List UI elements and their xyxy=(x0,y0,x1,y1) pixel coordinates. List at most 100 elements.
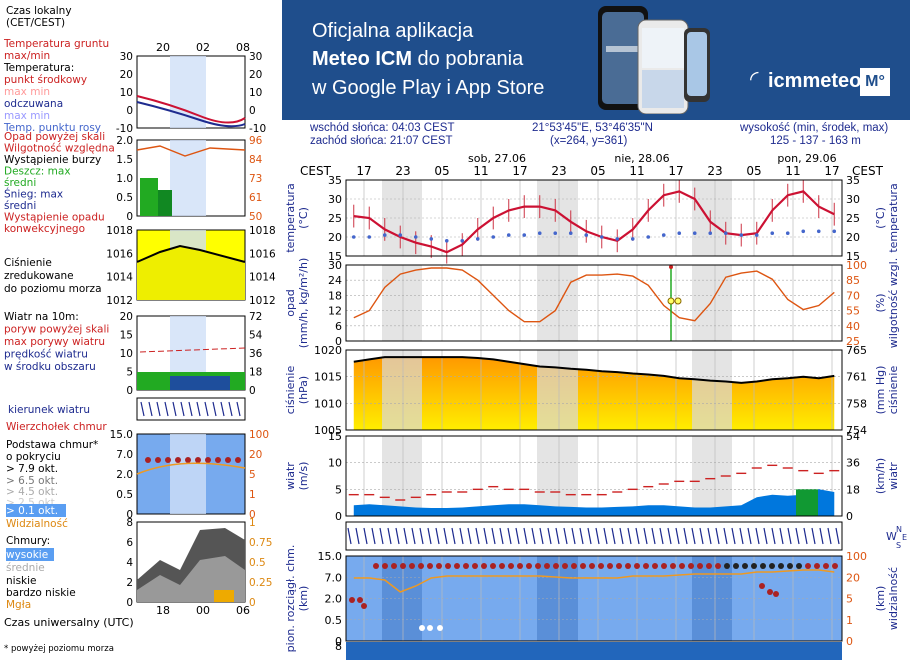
y-tick-left: 0 xyxy=(335,335,342,348)
legend-cloud-dot xyxy=(145,457,151,463)
y-tick-right: 100 xyxy=(846,550,867,563)
wind-direction-arrow xyxy=(403,527,408,545)
y-tick-left: 10 xyxy=(328,457,342,470)
pressure-axis-label-left-line: (hPa) xyxy=(297,376,310,404)
panel-frame xyxy=(345,264,843,342)
cloud-base-dot xyxy=(652,563,658,569)
cloud-base-dot xyxy=(409,563,415,569)
pressure-area xyxy=(353,357,835,430)
legend-tick-right: 72 xyxy=(249,311,262,323)
legend-cover-text: niskie xyxy=(6,575,37,587)
dewpoint-point xyxy=(398,233,403,237)
banner-line3: w Google Play i App Store xyxy=(312,77,545,99)
wind-direction-arrow xyxy=(683,527,688,545)
legend-cloud-dot xyxy=(235,457,241,463)
cloud-base-dot xyxy=(697,563,703,569)
legend-direction-arrow xyxy=(156,401,161,417)
legend-tick-right: 10 xyxy=(249,87,262,99)
low-cloud-dot xyxy=(419,625,425,631)
y-tick-left: 0.5 xyxy=(325,614,343,627)
logo-text: icmmeteo xyxy=(768,70,862,92)
wind-direction-arrow xyxy=(555,527,560,545)
legend-wind-text: poryw powyżej skali xyxy=(4,324,109,336)
wind-direction-arrow xyxy=(627,527,632,545)
dewpoint-point xyxy=(584,233,589,237)
y-tick-left: 30 xyxy=(328,193,342,206)
y-tick-left: 18 xyxy=(328,289,342,302)
legend-tick-left: 20 xyxy=(120,69,133,81)
wind-direction-arrow xyxy=(667,527,672,545)
cloud-base-dot xyxy=(724,563,730,569)
pressure-axis-label-right-line: (mm Hg) xyxy=(874,366,887,415)
dewpoint-point xyxy=(739,233,744,237)
legend-cover-text: wysokie xyxy=(6,549,48,561)
height-values: 125 - 137 - 163 m xyxy=(770,135,861,147)
wind-axis-label-right-line: (km/h) xyxy=(874,458,887,494)
y-tick-left: 0 xyxy=(335,510,342,523)
wind-direction-arrow xyxy=(659,527,664,545)
legend-tick-left: 1.5 xyxy=(116,154,133,166)
y-tick-right: 40 xyxy=(846,320,860,333)
tz-label-right: CEST xyxy=(852,164,884,178)
legend-cover-text: Chmury: xyxy=(6,535,50,547)
banner-app-name: Meteo ICM xyxy=(312,48,412,70)
legend-tick-left: 15.0 xyxy=(110,429,133,441)
wind-direction-arrow xyxy=(787,527,792,545)
y-tick-left: 15 xyxy=(328,430,342,443)
hour-tick-label: 17 xyxy=(668,164,683,178)
dewpoint-point xyxy=(816,229,821,234)
cloud-base-dot xyxy=(373,563,379,569)
cloud-axis-label-right-line: widzialność xyxy=(887,567,900,630)
wind-direction-arrow xyxy=(795,527,800,545)
night-band xyxy=(537,436,578,516)
cloud-axis-label-right: (km) widzialność xyxy=(874,567,900,630)
wind-direction-arrow xyxy=(395,527,400,545)
hour-tick-label: 23 xyxy=(707,164,722,178)
footnote: * powyżej poziomu morza xyxy=(4,644,114,654)
legend-tick-right: 0 xyxy=(249,597,256,609)
storm-marker xyxy=(674,297,682,305)
wind-direction-arrow xyxy=(363,527,368,545)
cloud-base-dot xyxy=(544,563,550,569)
legend-direction-arrow xyxy=(220,401,225,417)
legend-night-band xyxy=(170,434,206,514)
dewpoint-point xyxy=(475,237,480,241)
legend-tick-left: 20 xyxy=(120,311,133,323)
dewpoint-point xyxy=(708,231,713,235)
cloud-base-dot xyxy=(580,563,586,569)
low-cloud-dot xyxy=(349,597,355,603)
legend-feels-line xyxy=(136,101,246,128)
legend-tick-right: 1018 xyxy=(249,225,276,237)
wind-direction-arrow xyxy=(819,527,824,545)
cloud-base-dot xyxy=(805,563,811,569)
legend-tick-left: 2.0 xyxy=(116,135,133,147)
wind-direction-arrow xyxy=(451,527,456,545)
app-banner[interactable]: Oficjalna aplikacja Meteo ICM do pobrani… xyxy=(282,0,910,120)
wind-axis-label-left-line: (m/s) xyxy=(297,462,310,491)
day-label: nie, 28.06 xyxy=(614,152,669,165)
legend-direction-arrow xyxy=(164,401,169,417)
cloud-base-dot xyxy=(607,563,613,569)
legend-tick-left: 1.0 xyxy=(116,173,133,185)
legend-temp-text: max min xyxy=(4,110,50,122)
low-cloud-dot xyxy=(759,583,765,589)
cloud-base-dot xyxy=(571,563,577,569)
y-tick-right: 20 xyxy=(846,231,860,244)
legend-precip-text: konwekcyjnego xyxy=(4,223,85,235)
legend-tick-left: 0 xyxy=(126,105,133,117)
cloud-base-dot xyxy=(760,563,766,569)
y-tick-left: 20 xyxy=(328,231,342,244)
dewpoint-point xyxy=(568,231,573,235)
legend-humidity-line xyxy=(136,145,246,157)
cloud-base-dot xyxy=(445,563,451,569)
y-tick-right: 70 xyxy=(846,289,860,302)
cloud-axis-label-left-line: (km) xyxy=(297,586,310,612)
wind-direction-arrow xyxy=(483,527,488,545)
cloud-base-dot xyxy=(400,563,406,569)
legend-tick-right: 18 xyxy=(249,367,262,379)
wind-direction-arrow xyxy=(579,527,584,545)
dewpoint-point xyxy=(770,231,775,235)
y-tick-right: 55 xyxy=(846,305,860,318)
precip-axis-label-left-line: opad xyxy=(284,289,297,316)
legend-tick-right: 50 xyxy=(249,211,262,223)
